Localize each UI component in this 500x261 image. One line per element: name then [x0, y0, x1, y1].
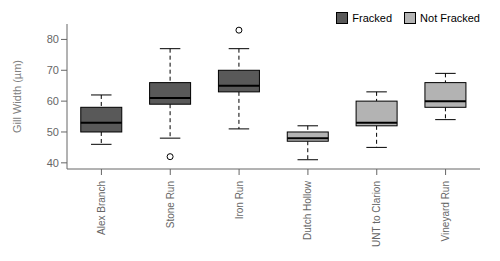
svg-text:Alex Branch: Alex Branch [96, 181, 107, 235]
svg-text:Iron Run: Iron Run [234, 181, 245, 219]
svg-text:60: 60 [47, 95, 59, 107]
html-text:Fracked: Fracked [352, 12, 393, 24]
svg-text:70: 70 [47, 64, 59, 76]
svg-text:Dutch Hollow: Dutch Hollow [302, 180, 313, 240]
svg-text:Stone Run: Stone Run [165, 181, 176, 228]
svg-text:UNT to Clarion: UNT to Clarion [371, 181, 382, 247]
html-text:Not Fracked: Not Fracked [420, 12, 480, 24]
svg-text:40: 40 [47, 157, 59, 169]
svg-text:50: 50 [47, 126, 59, 138]
svg-text:Vineyard Run: Vineyard Run [440, 181, 451, 241]
svg-text:80: 80 [47, 33, 59, 45]
svg-text:Gill Width (µm): Gill Width (µm) [11, 60, 23, 133]
